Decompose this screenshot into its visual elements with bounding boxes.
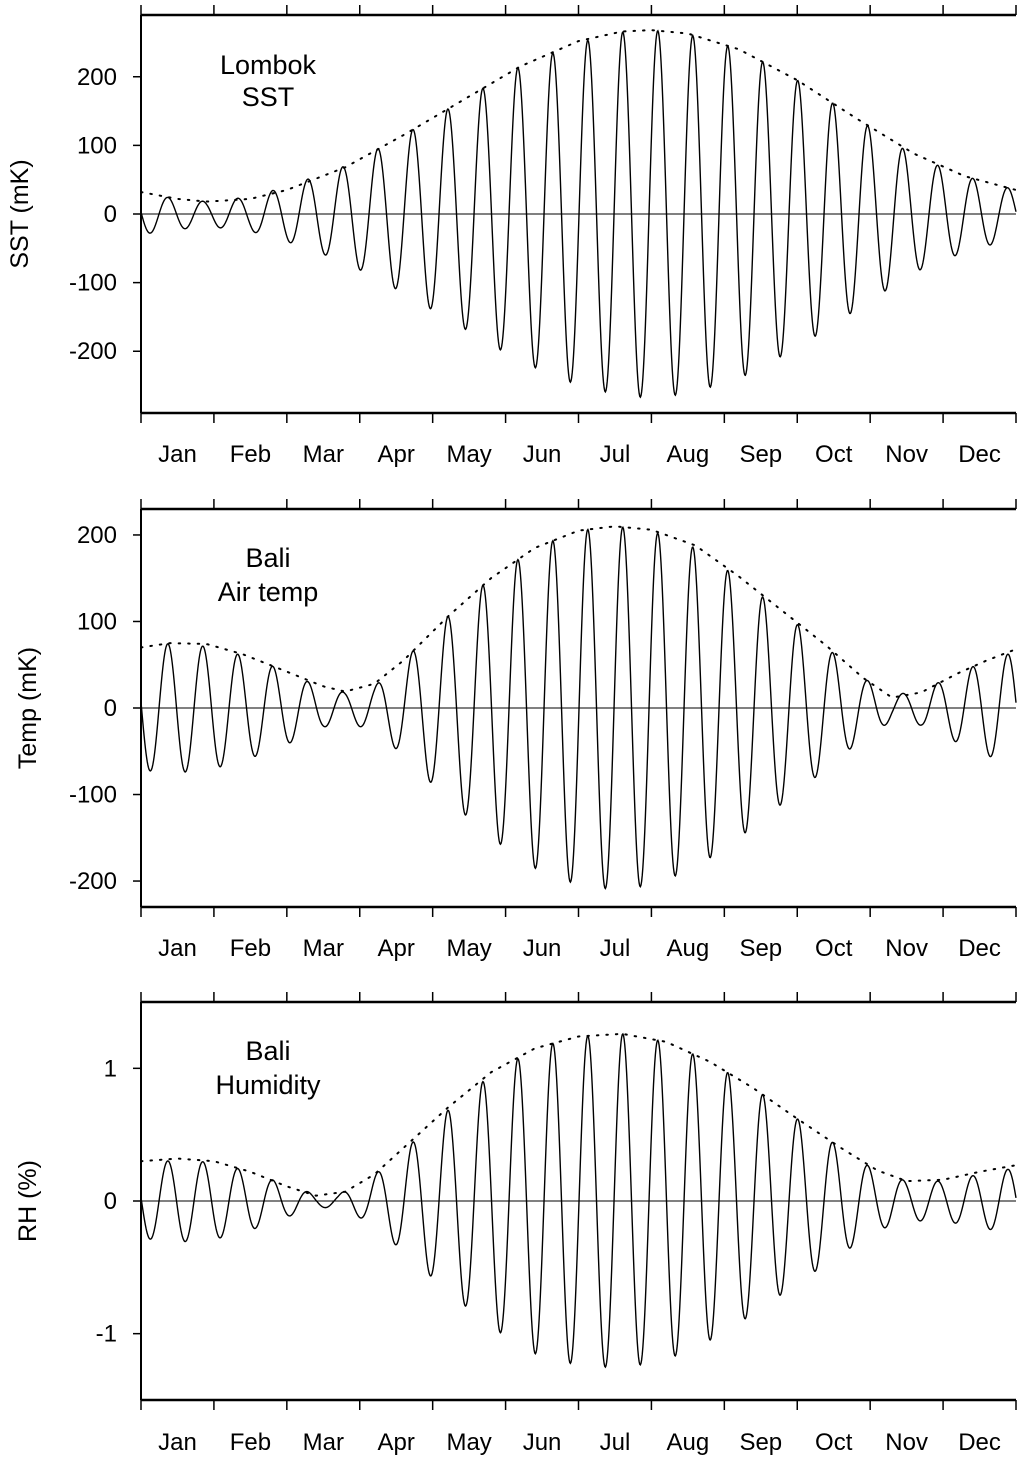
panel-annotation: Bali bbox=[245, 543, 290, 573]
x-tick-label: Nov bbox=[885, 935, 928, 962]
x-tick-label: Oct bbox=[815, 935, 853, 962]
x-tick-label: Apr bbox=[378, 935, 415, 962]
x-tick-label: Jul bbox=[600, 441, 631, 468]
x-tick-label: Jan bbox=[158, 935, 197, 962]
x-tick-label: Apr bbox=[378, 1429, 415, 1456]
y-tick-label: -1 bbox=[96, 1321, 117, 1348]
y-tick-label: -100 bbox=[69, 270, 117, 297]
x-tick-label: Oct bbox=[815, 441, 853, 468]
x-tick-label: May bbox=[446, 1429, 491, 1456]
y-tick-label: 100 bbox=[77, 132, 117, 159]
y-axis-label: RH (%) bbox=[14, 1160, 42, 1242]
y-tick-label: 0 bbox=[104, 1188, 117, 1215]
panel-lombok-sst: 200 100 0 -100 -200 Jan Feb Mar Apr May Jun Jul Aug S… bbox=[6, 5, 1017, 468]
x-tick-label: Jun bbox=[523, 441, 562, 468]
y-axis-label: Temp (mK) bbox=[14, 647, 42, 769]
panel-annotation: Humidity bbox=[215, 1070, 321, 1100]
panel-annotation: Bali bbox=[245, 1036, 290, 1066]
x-tick-label: Aug bbox=[667, 1429, 710, 1456]
y-tick-label: 1 bbox=[104, 1055, 117, 1082]
y-axis-label: SST (mK) bbox=[6, 159, 34, 268]
oscillation-line bbox=[140, 29, 1017, 399]
y-tick-label: 0 bbox=[104, 201, 117, 228]
envelope-dotted-line bbox=[140, 29, 1017, 203]
x-tick-label: Feb bbox=[230, 1429, 271, 1456]
x-tick-label: Jan bbox=[158, 1429, 197, 1456]
y-tick-label: 200 bbox=[77, 522, 117, 549]
x-tick-label: Sep bbox=[739, 441, 782, 468]
x-tick-label: Dec bbox=[958, 441, 1001, 468]
x-tick-label: Mar bbox=[303, 935, 344, 962]
y-tick-label: 200 bbox=[77, 64, 117, 91]
panel-bali-air-temp: 200 100 0 -100 -200 Jan Feb Mar Apr May Jun Jul Aug S… bbox=[14, 499, 1017, 962]
x-tick-label: Jan bbox=[158, 441, 197, 468]
x-tick-label: Jun bbox=[523, 1429, 562, 1456]
x-tick-label: Nov bbox=[885, 1429, 928, 1456]
x-tick-label: Dec bbox=[958, 935, 1001, 962]
oscillation-line bbox=[140, 525, 1017, 890]
x-tick-label: Mar bbox=[303, 441, 344, 468]
x-tick-label: Aug bbox=[667, 441, 710, 468]
x-tick-label: Mar bbox=[303, 1429, 344, 1456]
panel-bali-humidity: 1 0 -1 Jan Feb Mar Apr May Jun Jul Aug Sep Oct Nov Dec… bbox=[14, 992, 1017, 1456]
x-tick-label: Nov bbox=[885, 441, 928, 468]
x-tick-label: Oct bbox=[815, 1429, 853, 1456]
y-tick-label: 100 bbox=[77, 608, 117, 635]
x-tick-label: Feb bbox=[230, 441, 271, 468]
x-tick-label: Feb bbox=[230, 935, 271, 962]
panel-annotation: SST bbox=[242, 82, 295, 112]
y-tick-label: -200 bbox=[69, 868, 117, 895]
x-tick-label: Sep bbox=[739, 935, 782, 962]
panel-annotation: Lombok bbox=[220, 50, 317, 80]
y-tick-label: -100 bbox=[69, 782, 117, 809]
x-tick-label: Jun bbox=[523, 935, 562, 962]
y-tick-label: 0 bbox=[104, 695, 117, 722]
x-tick-label: Dec bbox=[958, 1429, 1001, 1456]
x-tick-label: Jul bbox=[600, 1429, 631, 1456]
x-tick-label: Jul bbox=[600, 935, 631, 962]
panel-annotation: Air temp bbox=[218, 577, 319, 607]
x-tick-label: Sep bbox=[739, 1429, 782, 1456]
envelope-dotted-line bbox=[140, 1032, 1017, 1197]
oscillation-line bbox=[140, 1032, 1017, 1369]
x-tick-label: May bbox=[446, 935, 491, 962]
x-tick-label: May bbox=[446, 441, 491, 468]
x-tick-label: Aug bbox=[667, 935, 710, 962]
y-tick-label: -200 bbox=[69, 338, 117, 365]
x-tick-label: Apr bbox=[378, 441, 415, 468]
